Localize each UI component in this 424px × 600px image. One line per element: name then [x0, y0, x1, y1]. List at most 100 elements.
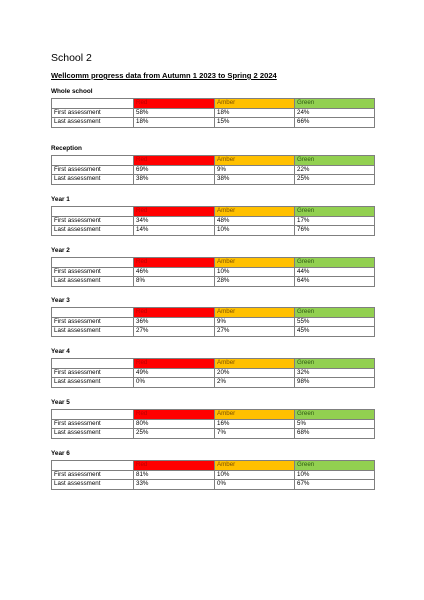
header-amber: Amber [214, 206, 295, 217]
section-title: Year 3 [51, 297, 70, 304]
value-amber: 10% [214, 266, 295, 278]
row-label: Last assessment [51, 428, 134, 439]
header-green: Green [294, 98, 375, 109]
section-year-6: Year 6 Red Amber Green First assessment 81% 10… [51, 449, 375, 490]
header-green: Green [294, 409, 375, 420]
value-red: 33% [133, 479, 215, 490]
value-green: 22% [294, 164, 375, 176]
table-row: First assessment 58% 18% 24% [51, 107, 375, 119]
header-amber: Amber [214, 307, 295, 318]
header-row: Red Amber Green [51, 98, 375, 109]
value-green: 66% [294, 117, 375, 128]
value-amber: 0% [214, 479, 295, 490]
row-label: First assessment [51, 418, 134, 430]
section-year-5: Year 5 Red Amber Green First assessment 80% 16… [51, 398, 375, 439]
row-label: Last assessment [51, 479, 134, 490]
table-row: Last assessment 18% 15% 66% [51, 117, 375, 128]
rag-table: Red Amber Green First assessment 49% 20% 32% La… [51, 358, 375, 388]
value-red: 69% [133, 164, 215, 176]
row-label: First assessment [51, 316, 134, 328]
row-label: Last assessment [51, 117, 134, 128]
value-green: 25% [294, 174, 375, 185]
value-green: 67% [294, 479, 375, 490]
value-red: 18% [133, 117, 215, 128]
row-label: First assessment [51, 164, 134, 176]
value-red: 36% [133, 316, 215, 328]
value-green: 5% [294, 418, 375, 430]
school-title: School 2 [51, 52, 92, 64]
table-row: Last assessment 33% 0% 67% [51, 479, 375, 490]
header-row: Red Amber Green [51, 257, 375, 268]
header-row: Red Amber Green [51, 155, 375, 166]
section-title: Year 6 [51, 450, 70, 457]
value-amber: 9% [214, 164, 295, 176]
value-amber: 48% [214, 215, 295, 227]
row-label: Last assessment [51, 174, 134, 185]
value-amber: 28% [214, 276, 295, 287]
table-row: Last assessment 0% 2% 98% [51, 377, 375, 388]
section-year-4: Year 4 Red Amber Green First assessment 49% 20… [51, 347, 375, 388]
table-row: Last assessment 27% 27% 45% [51, 326, 375, 337]
header-green: Green [294, 206, 375, 217]
row-label: Last assessment [51, 377, 134, 388]
section-year-3: Year 3 Red Amber Green First assessment 36% 9%… [51, 296, 375, 337]
value-amber: 27% [214, 326, 295, 337]
value-green: 44% [294, 266, 375, 278]
table-row: First assessment 80% 16% 5% [51, 418, 375, 430]
value-green: 45% [294, 326, 375, 337]
header-blank-cell [51, 206, 134, 217]
header-amber: Amber [214, 257, 295, 268]
report-subtitle: Wellcomm progress data from Autumn 1 202… [51, 71, 277, 80]
table-row: First assessment 69% 9% 22% [51, 164, 375, 176]
section-title: Reception [51, 145, 82, 152]
value-amber: 38% [214, 174, 295, 185]
table-row: Last assessment 38% 38% 25% [51, 174, 375, 185]
value-green: 24% [294, 107, 375, 119]
value-amber: 7% [214, 428, 295, 439]
header-blank-cell [51, 98, 134, 109]
section-whole-school: Whole school Red Amber Green First assessmen… [51, 87, 375, 128]
value-green: 98% [294, 377, 375, 388]
value-red: 14% [133, 225, 215, 236]
value-red: 49% [133, 367, 215, 379]
header-amber: Amber [214, 358, 295, 369]
table-row: First assessment 36% 9% 55% [51, 316, 375, 328]
header-row: Red Amber Green [51, 460, 375, 471]
table-row: First assessment 46% 10% 44% [51, 266, 375, 278]
header-row: Red Amber Green [51, 307, 375, 318]
header-blank-cell [51, 307, 134, 318]
rag-table: Red Amber Green First assessment 34% 48% 17% La… [51, 206, 375, 236]
value-amber: 15% [214, 117, 295, 128]
row-label: First assessment [51, 107, 134, 119]
rag-table: Red Amber Green First assessment 46% 10% 44% La… [51, 257, 375, 287]
value-amber: 9% [214, 316, 295, 328]
section-title: Year 1 [51, 196, 70, 203]
rag-table: Red Amber Green First assessment 80% 16% 5% Las… [51, 409, 375, 439]
header-green: Green [294, 358, 375, 369]
header-blank-cell [51, 155, 134, 166]
row-label: First assessment [51, 266, 134, 278]
rag-table: Red Amber Green First assessment 69% 9% 22% Las… [51, 155, 375, 185]
header-red: Red [133, 307, 215, 318]
value-red: 34% [133, 215, 215, 227]
table-row: Last assessment 14% 10% 76% [51, 225, 375, 236]
header-red: Red [133, 98, 215, 109]
header-red: Red [133, 409, 215, 420]
rag-table: Red Amber Green First assessment 58% 18% 24% La… [51, 98, 375, 128]
header-green: Green [294, 460, 375, 471]
header-green: Green [294, 257, 375, 268]
header-amber: Amber [214, 409, 295, 420]
value-red: 81% [133, 469, 215, 481]
header-blank-cell [51, 460, 134, 471]
header-amber: Amber [214, 155, 295, 166]
section-title: Year 2 [51, 247, 70, 254]
section-title: Year 5 [51, 399, 70, 406]
value-red: 46% [133, 266, 215, 278]
row-label: Last assessment [51, 326, 134, 337]
value-green: 76% [294, 225, 375, 236]
value-red: 38% [133, 174, 215, 185]
header-blank-cell [51, 358, 134, 369]
header-red: Red [133, 206, 215, 217]
value-red: 25% [133, 428, 215, 439]
